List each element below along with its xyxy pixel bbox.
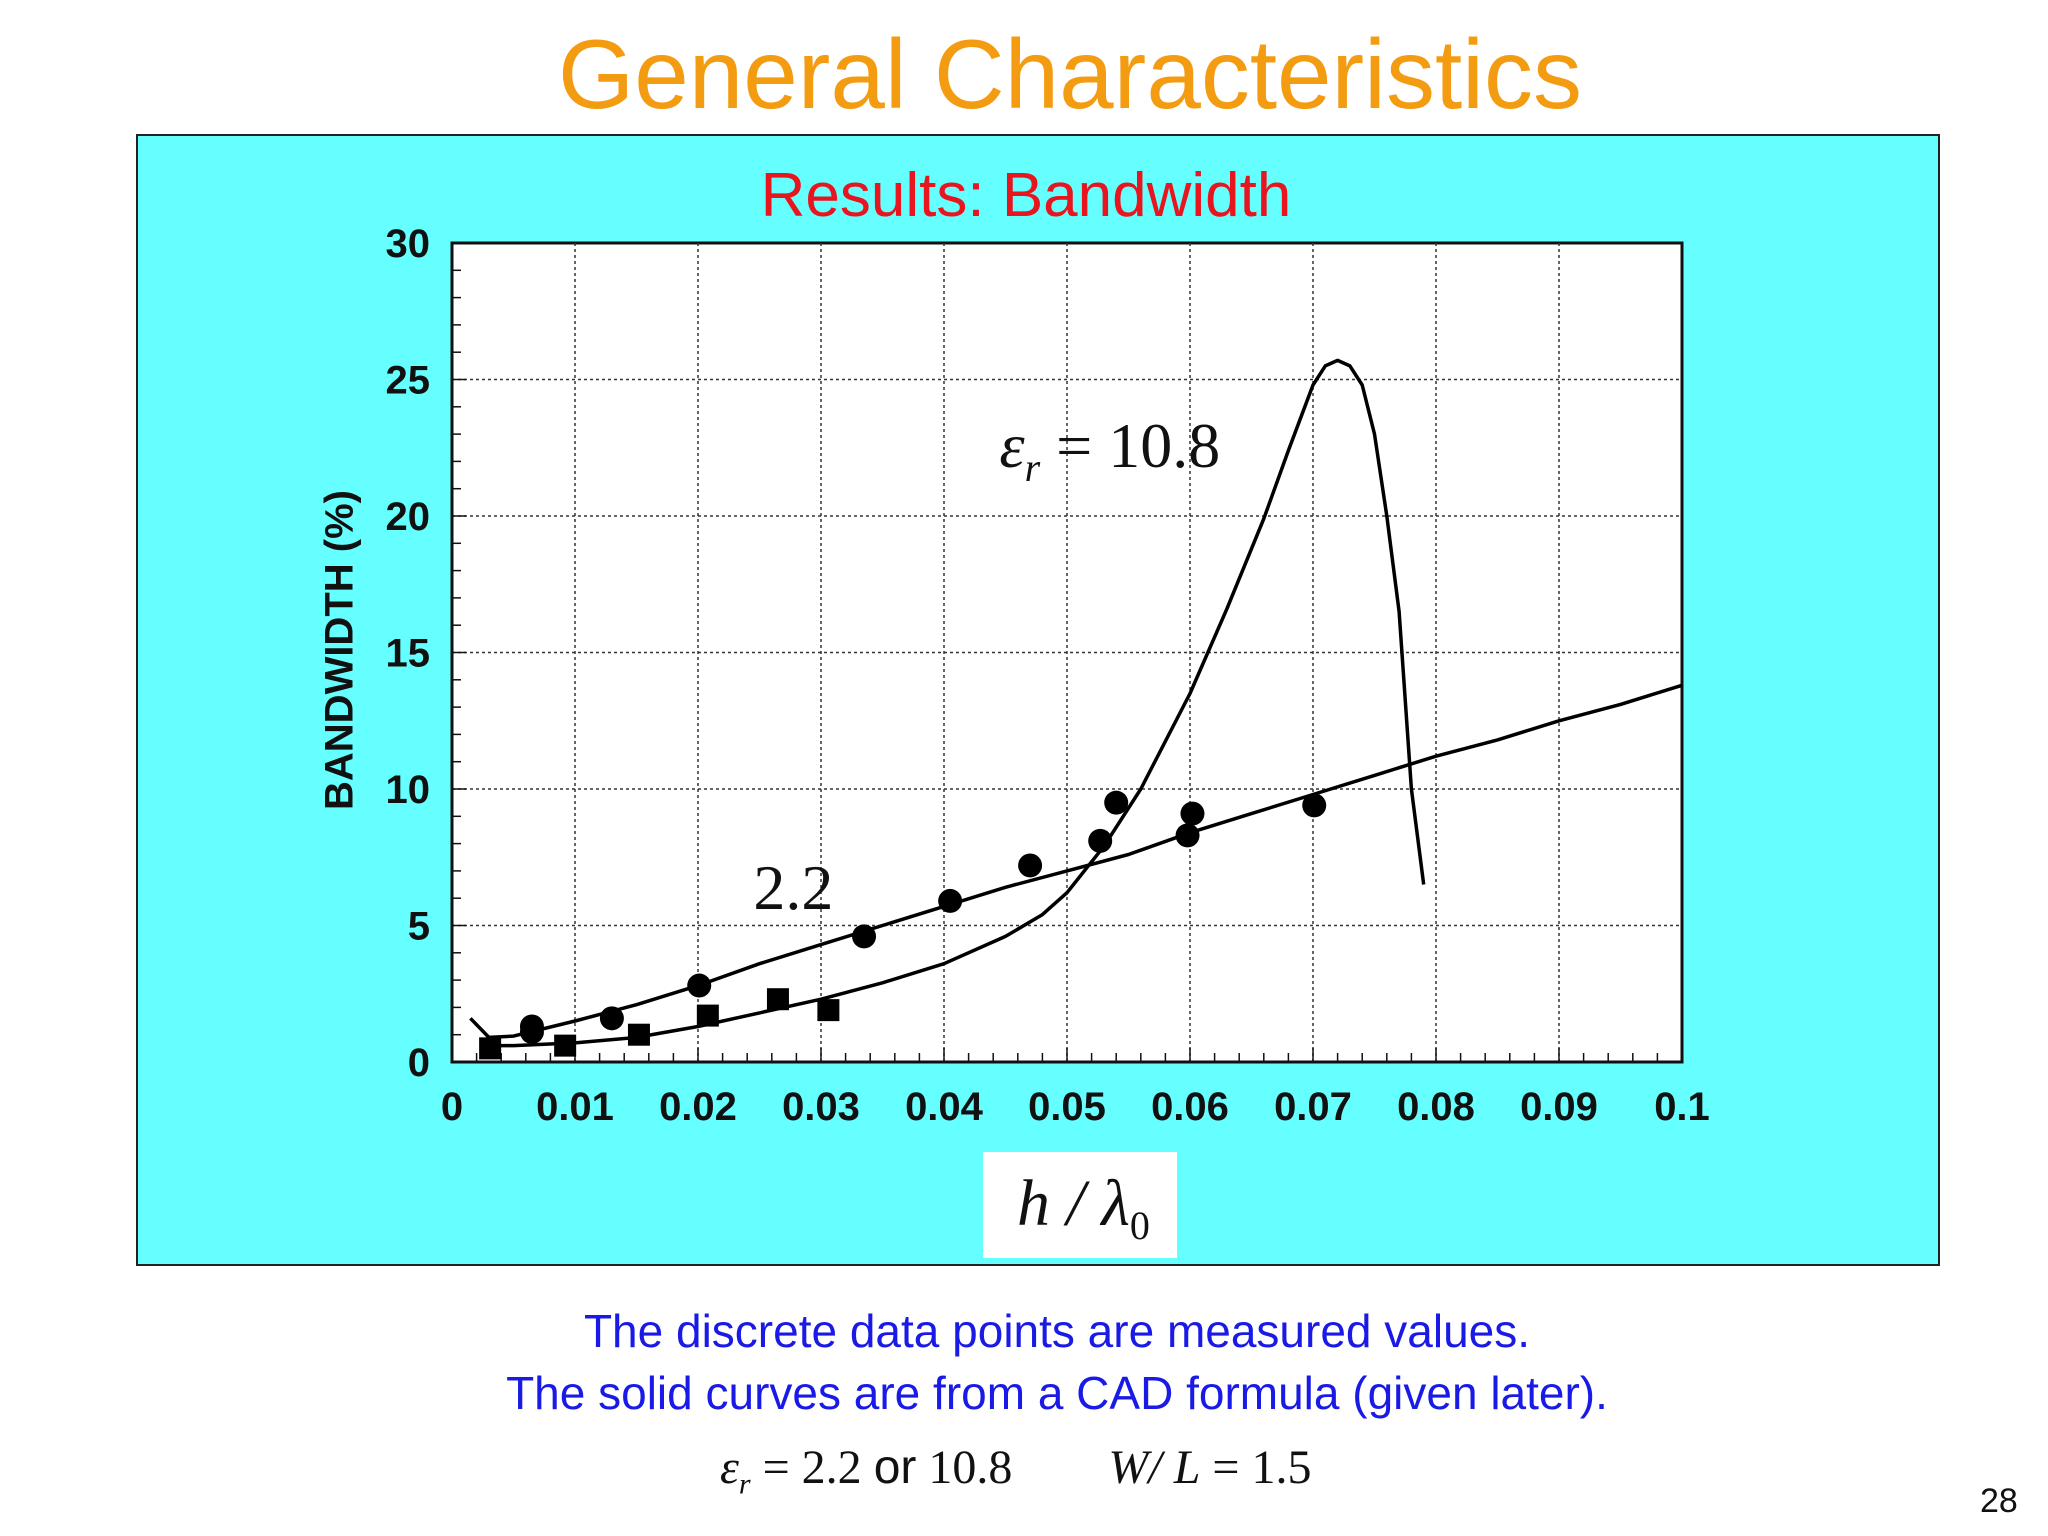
x-tick-label: 0.07: [1274, 1085, 1352, 1129]
slide-title: General Characteristics: [558, 19, 1582, 129]
cad-curve: [488, 358, 1426, 1048]
x-tick-label: 0.03: [782, 1085, 860, 1129]
x-axis-label: h / λ0: [983, 1152, 1177, 1258]
measured-point-square: [627, 1023, 650, 1046]
x-tick-label: 0.02: [659, 1085, 737, 1129]
x-tick-label: 0.1: [1654, 1085, 1710, 1129]
wl-label: W/ L: [1108, 1441, 1201, 1494]
measured-point-circle: [1088, 828, 1113, 853]
y-tick-label: 10: [386, 768, 431, 812]
measured-point-circle: [1018, 853, 1043, 878]
chart-title: Results: Bandwidth: [760, 161, 1292, 230]
parameter-line: εr = 2.2 or 10.8 W/ L = 1.5: [720, 1440, 1311, 1502]
epsilon-symbol: εr: [720, 1441, 751, 1501]
x-tick-label: 0.09: [1520, 1085, 1598, 1129]
measured-point-square: [479, 1037, 502, 1060]
x-tick-label: 0.06: [1151, 1085, 1229, 1129]
curve-annotation: εr = 10.8: [999, 410, 1220, 490]
epsilon-value-2: 10.8: [916, 1441, 1013, 1494]
measured-point-square: [696, 1004, 719, 1027]
measured-point-circle: [687, 973, 712, 998]
tick-labels: 0 0.01 0.02 0.03 0.04 0.05 0.06 0.07 0.08 0.09 0.1…: [386, 222, 1710, 1129]
wl-value: = 1.5: [1200, 1441, 1312, 1494]
or-word: or: [873, 1441, 917, 1494]
x-tick-label: 0.04: [905, 1085, 984, 1129]
measured-point-circle: [852, 924, 877, 949]
note-cad-formula: The solid curves are from a CAD formula …: [506, 1367, 1608, 1419]
measured-point-circle: [599, 1006, 624, 1031]
measured-point-square: [554, 1034, 577, 1057]
measured-point-circle: [1302, 793, 1327, 818]
y-tick-label: 5: [408, 905, 430, 949]
grid-lines: [452, 243, 1682, 1062]
y-tick-label: 15: [386, 632, 431, 676]
measured-point-square: [766, 988, 789, 1011]
epsilon-value: = 2.2: [750, 1441, 874, 1494]
measured-point-circle: [938, 888, 963, 913]
measured-point-circle: [1104, 790, 1129, 815]
note-measured: The discrete data points are measured va…: [583, 1305, 1531, 1357]
axis-ticks: [451, 242, 1683, 1063]
measured-point-square: [817, 999, 840, 1022]
x-axis-label-subscript: 0: [1129, 1203, 1150, 1249]
x-tick-label: 0: [441, 1085, 463, 1129]
curve-annotation: 2.2: [753, 852, 833, 923]
x-axis-label-main: h / λ: [1017, 1167, 1130, 1240]
annotations: 2.2 εr = 10.8: [753, 410, 1220, 923]
x-tick-label: 0.08: [1397, 1085, 1475, 1129]
data-points: [479, 790, 1327, 1060]
y-tick-label: 20: [386, 495, 431, 539]
measured-point-circle: [519, 1019, 544, 1044]
measured-point-circle: [1180, 801, 1205, 826]
x-tick-label: 0.05: [1028, 1085, 1106, 1129]
y-tick-label: 0: [408, 1041, 430, 1085]
measured-point-circle: [1175, 823, 1200, 848]
y-tick-label: 25: [386, 359, 431, 403]
page-number: 28: [1980, 1482, 2018, 1520]
y-tick-label: 30: [386, 222, 431, 266]
x-tick-label: 0.01: [536, 1085, 614, 1129]
